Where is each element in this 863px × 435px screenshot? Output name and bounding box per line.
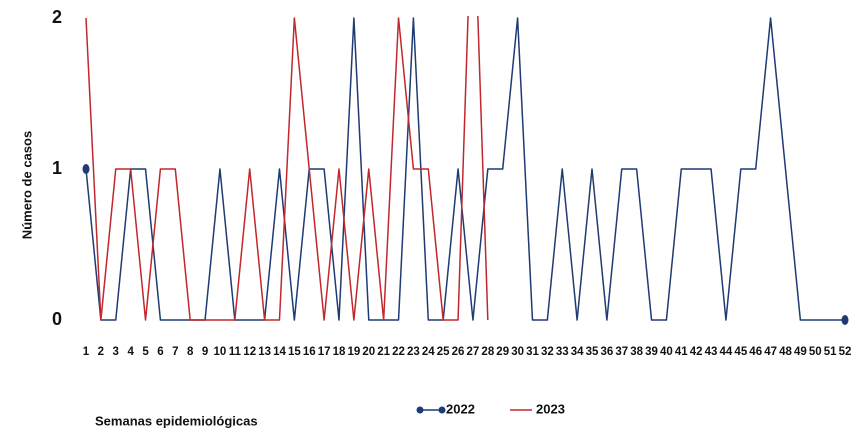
- x-tick-label: 35: [586, 346, 599, 358]
- legend-marker: [438, 406, 446, 414]
- x-tick-label: 34: [571, 346, 584, 358]
- x-tick-label: 4: [127, 346, 134, 358]
- x-tick-label: 6: [157, 346, 163, 358]
- series-line: [85, 16, 489, 321]
- x-tick-label: 38: [630, 346, 643, 358]
- x-tick-label: 14: [273, 346, 286, 358]
- x-tick-label: 47: [764, 346, 777, 358]
- x-tick-label: 48: [779, 346, 792, 358]
- x-tick-label: 46: [749, 346, 762, 358]
- x-tick-label: 32: [541, 346, 554, 358]
- x-tick-label: 8: [187, 346, 194, 358]
- x-tick-label: 1: [83, 346, 90, 358]
- x-tick-label: 18: [333, 346, 346, 358]
- x-tick-label: 36: [600, 346, 613, 358]
- x-tick-label: 17: [318, 346, 331, 358]
- legend-marker: [416, 406, 424, 414]
- series-line: [85, 17, 845, 321]
- y-tick-label: 1: [52, 158, 62, 178]
- x-tick-label: 40: [660, 346, 673, 358]
- y-axis-label: Número de casos: [19, 131, 34, 239]
- legend-label: 2022: [446, 401, 475, 416]
- x-tick-label: 2: [98, 346, 104, 358]
- x-tick-label: 50: [809, 346, 822, 358]
- x-tick-label: 51: [824, 346, 837, 358]
- y-tick-label: 0: [52, 309, 62, 329]
- x-tick-label: 41: [675, 346, 688, 358]
- x-tick-label: 15: [288, 346, 301, 358]
- x-tick-label: 3: [113, 346, 119, 358]
- x-tick-label: 30: [511, 346, 524, 358]
- end-marker: [841, 315, 849, 325]
- x-tick-label: 19: [347, 346, 360, 358]
- x-tick-label: 11: [229, 346, 242, 358]
- x-tick-label: 10: [214, 346, 227, 358]
- x-tick-label: 42: [690, 346, 703, 358]
- x-tick-label: 52: [839, 346, 852, 358]
- x-tick-label: 49: [794, 346, 807, 358]
- x-tick-label: 28: [481, 346, 494, 358]
- x-tick-label: 7: [172, 346, 178, 358]
- x-tick-label: 43: [705, 346, 718, 358]
- x-tick-label: 33: [556, 346, 569, 358]
- x-tick-label: 16: [303, 346, 316, 358]
- x-tick-label: 21: [377, 346, 390, 358]
- x-tick-label: 27: [467, 346, 480, 358]
- x-tick-label: 26: [452, 346, 465, 358]
- x-tick-label: 29: [496, 346, 509, 358]
- x-tick-label: 12: [243, 346, 256, 358]
- plot-area: [85, 16, 845, 321]
- legend-label: 2023: [536, 401, 565, 416]
- y-tick-label: 2: [52, 7, 62, 27]
- x-tick-label: 45: [734, 346, 747, 358]
- x-tick-label: 25: [437, 346, 450, 358]
- x-tick-label: 23: [407, 346, 420, 358]
- x-tick-label: 24: [422, 346, 435, 358]
- x-tick-label: 9: [202, 346, 208, 358]
- x-tick-label: 13: [258, 346, 271, 358]
- x-tick-label: 5: [142, 346, 149, 358]
- x-tick-label: 22: [392, 346, 405, 358]
- x-tick-label: 31: [526, 346, 539, 358]
- x-tick-label: 37: [615, 346, 628, 358]
- x-tick-label: 44: [720, 346, 733, 358]
- x-tick-label: 20: [362, 346, 375, 358]
- x-tick-label: 39: [645, 346, 658, 358]
- end-marker: [82, 164, 90, 174]
- x-axis-label: Semanas epidemiológicas: [95, 413, 258, 428]
